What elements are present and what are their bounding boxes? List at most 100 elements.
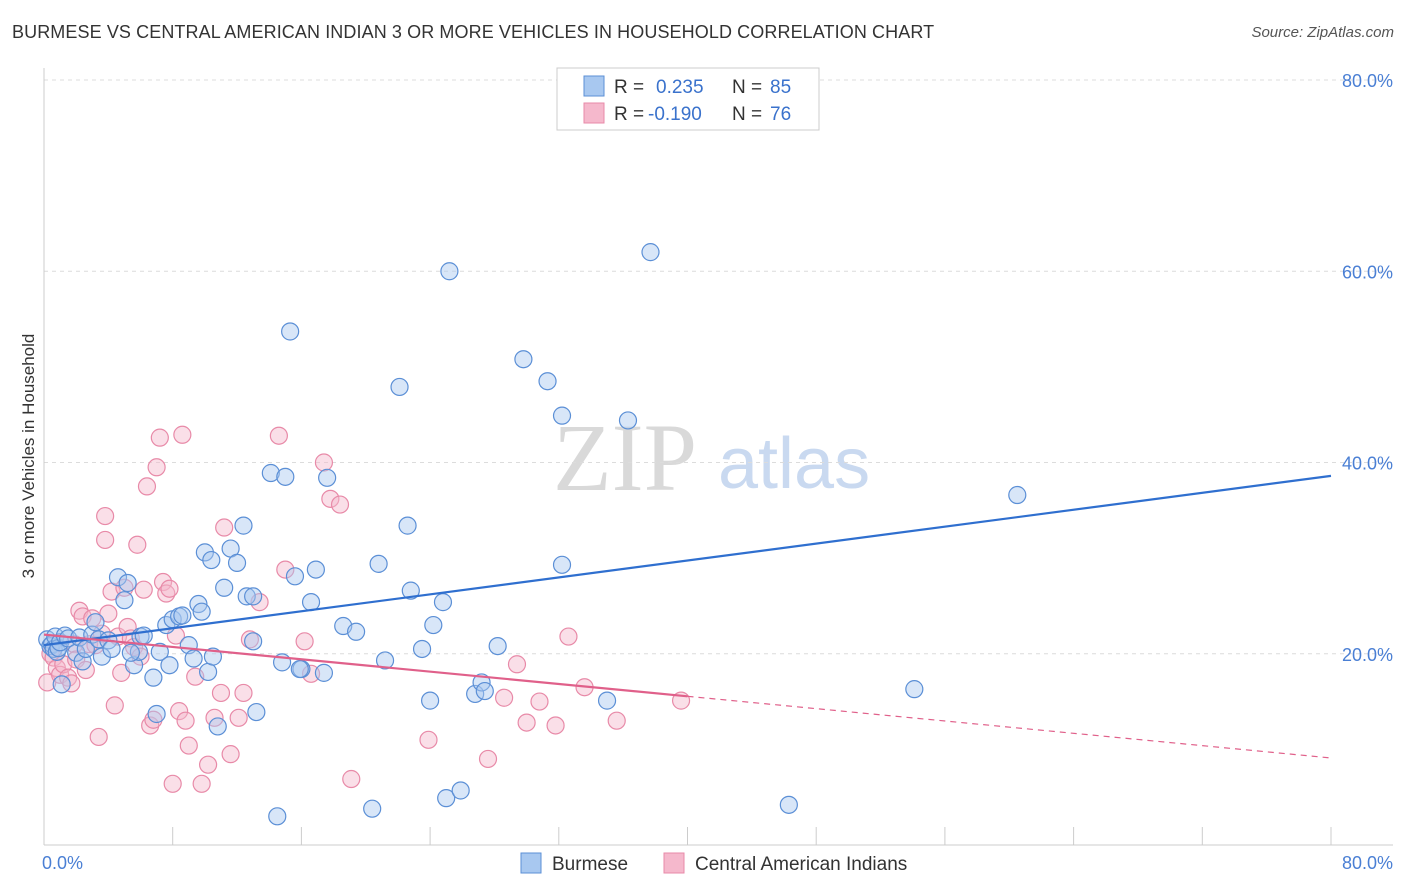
burmese-point-32 (160, 656, 179, 675)
burmese-point-65 (390, 377, 409, 397)
burmese-point-86 (779, 795, 798, 814)
cai-point-37 (153, 572, 173, 592)
cai-trend-line (43, 633, 688, 698)
burmese-point-68 (412, 639, 432, 659)
burmese-point-58 (314, 663, 334, 682)
cai-point-36 (150, 428, 169, 447)
cai-point-43 (173, 425, 192, 444)
burmese-point-67 (401, 581, 420, 600)
burmese-point-87 (905, 680, 924, 699)
cai-point-51 (215, 518, 234, 537)
burmese-point-16 (86, 613, 105, 632)
burmese-point-84 (618, 411, 638, 430)
cai-point-55 (240, 630, 260, 649)
cai-point-54 (234, 683, 253, 703)
burmese-point-71 (433, 593, 453, 612)
y-tick-label-1: 40.0% (1342, 454, 1393, 474)
axes (43, 68, 1393, 846)
cai-point-66 (478, 749, 498, 769)
x-tick-label-max: 80.0% (1342, 853, 1393, 873)
cai-point-61 (314, 453, 334, 472)
burmese-point-90 (244, 587, 263, 606)
burmese-point-43 (215, 578, 234, 597)
cai-point-20 (99, 604, 118, 623)
cai-point-59 (295, 632, 314, 651)
burmese-point-74 (451, 781, 470, 800)
burmese-point-20 (102, 639, 121, 659)
cai-point-26 (118, 617, 137, 637)
cai-point-22 (105, 696, 124, 715)
legend-n-value-1: 85 (770, 77, 791, 98)
burmese-point-27 (134, 626, 153, 645)
watermark-atlas: atlas (718, 424, 870, 504)
burmese-point-78 (488, 636, 507, 656)
burmese-point-53 (281, 322, 300, 341)
burmese-point-35 (173, 606, 192, 625)
burmese-point-28 (144, 668, 163, 687)
chart-title: BURMESE VS CENTRAL AMERICAN INDIAN 3 OR … (12, 22, 935, 42)
cai-point-7 (62, 674, 81, 693)
cai-point-57 (269, 426, 288, 445)
y-tick-label-3: 80.0% (1342, 71, 1393, 91)
legend-n-label-2: N = (732, 104, 762, 125)
cai-point-52 (221, 745, 240, 764)
legend-r-value-2: -0.190 (648, 104, 702, 125)
burmese-point-69 (421, 691, 440, 710)
burmese-point-83 (597, 691, 617, 710)
cai-point-42 (170, 702, 189, 721)
burmese-trend-line (43, 474, 1332, 647)
burmese-point-82 (552, 406, 572, 425)
legend-swatch-burmese (583, 75, 605, 97)
cai-point-48 (198, 755, 218, 774)
burmese-point-45 (227, 553, 247, 573)
burmese-point-66 (398, 516, 417, 535)
burmese-point-47 (237, 587, 256, 606)
burmese-point-81 (552, 555, 572, 574)
cai-point-70 (530, 692, 549, 711)
series-burmese-points (38, 243, 1027, 826)
bottom-legend-label-burmese: Burmese (552, 854, 628, 875)
burmese-point-91 (192, 602, 211, 621)
x-tick-label-min: 0.0% (42, 853, 83, 873)
burmese-point-40 (198, 662, 218, 682)
burmese-point-73 (440, 262, 459, 281)
cai-point-62 (321, 489, 340, 508)
cai-point-71 (546, 716, 565, 735)
legend-swatch-cai (583, 102, 605, 124)
burmese-point-92 (290, 659, 309, 679)
bottom-legend-swatch-cai (663, 852, 685, 874)
cai-point-6 (59, 668, 78, 687)
burmese-point-89 (268, 807, 287, 826)
burmese-point-48 (244, 632, 263, 651)
burmese-point-37 (184, 649, 203, 668)
cai-point-35 (147, 458, 166, 477)
cai-point-58 (276, 560, 295, 579)
burmese-point-52 (276, 467, 295, 486)
cai-point-34 (144, 710, 163, 729)
cai-point-69 (517, 713, 536, 732)
burmese-point-29 (147, 704, 166, 724)
cai-point-72 (559, 627, 578, 646)
burmese-point-80 (538, 372, 557, 391)
bottom-legend-label-cai: Central American Indians (695, 854, 907, 875)
legend-r-label-1: R = (614, 77, 644, 98)
cai-point-60 (301, 664, 321, 683)
burmese-point-54 (285, 567, 305, 586)
cai-point-19 (96, 506, 115, 526)
burmese-point-72 (437, 789, 456, 808)
cai-point-63 (330, 495, 350, 514)
burmese-point-50 (261, 463, 280, 483)
burmese-point-63 (369, 554, 388, 573)
burmese-point-18 (92, 647, 112, 666)
cai-point-40 (163, 774, 182, 793)
burmese-point-23 (118, 573, 137, 593)
cai-point-65 (419, 730, 438, 749)
legend-r-value-1: 0.235 (656, 77, 704, 98)
burmese-point-49 (247, 702, 266, 722)
bottom-legend: Burmese Central American Indians (520, 852, 907, 875)
burmese-point-77 (475, 681, 494, 701)
burmese-point-30 (150, 642, 169, 661)
cai-point-50 (211, 683, 231, 703)
burmese-point-59 (318, 468, 337, 487)
burmese-point-70 (424, 615, 443, 635)
